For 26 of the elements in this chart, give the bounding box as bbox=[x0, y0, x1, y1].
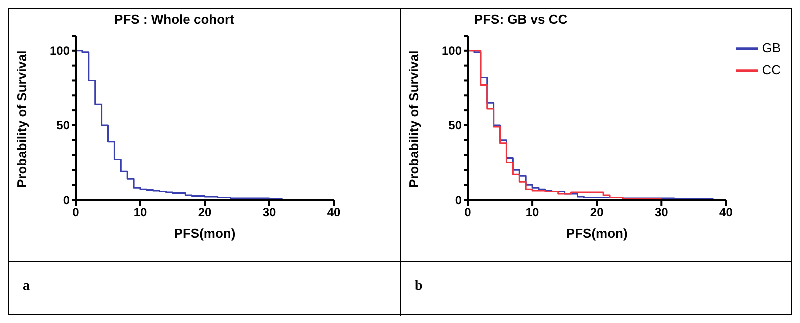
chart-title: PFS: GB vs CC bbox=[473, 12, 569, 28]
x-tick-label: 40 bbox=[327, 206, 341, 220]
chart-title: PFS : Whole cohort bbox=[114, 12, 236, 28]
legend-label: CC bbox=[762, 62, 781, 78]
x-tick-label: 10 bbox=[134, 206, 148, 220]
text: b bbox=[415, 279, 423, 295]
x-tick-label: 30 bbox=[262, 206, 276, 220]
y-tick-label: 100 bbox=[442, 44, 462, 58]
x-axis-title: PFS(mon) bbox=[566, 226, 628, 241]
x-tick-label: 20 bbox=[590, 206, 604, 220]
x-tick-label: 30 bbox=[654, 206, 669, 220]
legend-label: GB bbox=[762, 40, 781, 56]
x-tick-label: 0 bbox=[464, 206, 472, 220]
x-tick-label: 10 bbox=[526, 206, 540, 220]
y-axis-title: Probability of Survival bbox=[406, 50, 422, 188]
y-axis-title: Probability of Survival bbox=[14, 50, 30, 188]
x-tick-label: 20 bbox=[198, 206, 212, 220]
x-tick-label: 40 bbox=[720, 206, 734, 220]
y-tick-label: 100 bbox=[50, 44, 70, 58]
x-tick-label: 0 bbox=[72, 206, 80, 220]
y-tick-label: 0 bbox=[455, 193, 462, 208]
y-tick-label: 50 bbox=[56, 118, 70, 133]
x-axis-title: PFS(mon) bbox=[174, 226, 236, 241]
y-tick-label: 50 bbox=[448, 118, 462, 133]
text: a bbox=[23, 279, 30, 295]
y-tick-label: 0 bbox=[63, 193, 70, 208]
